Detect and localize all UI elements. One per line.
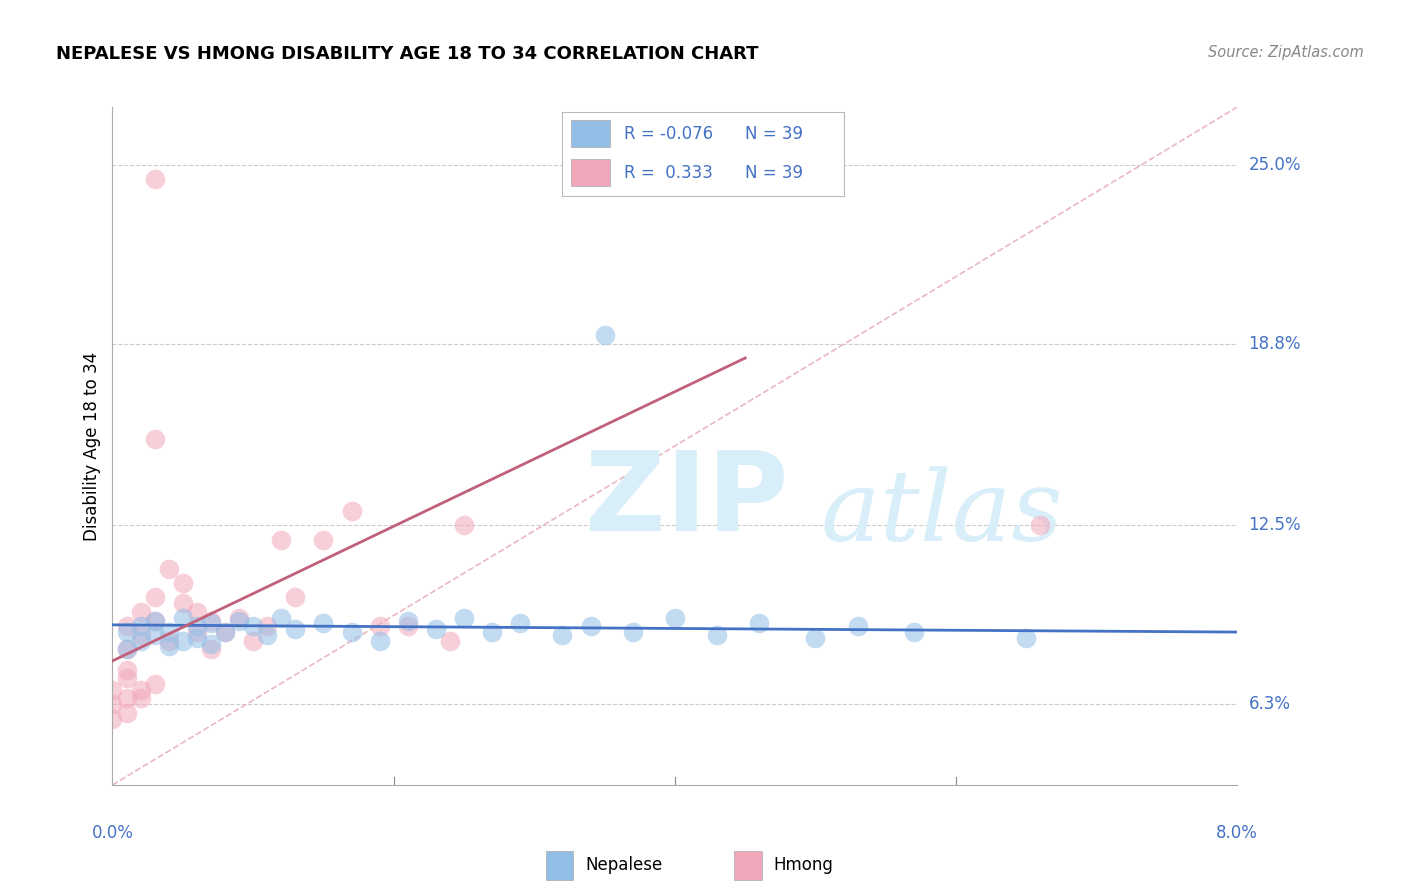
Text: Hmong: Hmong — [773, 856, 834, 874]
Point — [551, 628, 574, 642]
Text: 0.0%: 0.0% — [91, 824, 134, 842]
Point — [284, 591, 307, 605]
Text: 8.0%: 8.0% — [1216, 824, 1258, 842]
Point — [186, 625, 208, 640]
Point — [312, 616, 335, 631]
Point — [200, 642, 222, 657]
Point — [129, 605, 152, 619]
Text: Source: ZipAtlas.com: Source: ZipAtlas.com — [1208, 45, 1364, 60]
Point — [396, 619, 419, 633]
Point — [439, 633, 461, 648]
Point — [270, 533, 292, 547]
Point — [284, 622, 307, 636]
Point — [228, 610, 250, 624]
Point — [143, 432, 166, 446]
Point — [846, 619, 869, 633]
Point — [664, 610, 686, 624]
Point — [312, 533, 335, 547]
Point — [115, 671, 138, 685]
Point — [101, 697, 124, 711]
Point — [129, 682, 152, 697]
Text: 12.5%: 12.5% — [1249, 516, 1301, 534]
Point — [453, 518, 475, 533]
Text: 18.8%: 18.8% — [1249, 334, 1301, 352]
Point — [143, 628, 166, 642]
Point — [242, 633, 264, 648]
Point — [101, 682, 124, 697]
Point — [186, 619, 208, 633]
Point — [200, 614, 222, 628]
Point — [1015, 631, 1038, 645]
Point — [157, 640, 180, 654]
Point — [579, 619, 602, 633]
Y-axis label: Disability Age 18 to 34: Disability Age 18 to 34 — [83, 351, 101, 541]
Point — [115, 642, 138, 657]
Point — [453, 610, 475, 624]
Point — [270, 610, 292, 624]
Point — [368, 619, 391, 633]
Text: N = 39: N = 39 — [745, 125, 803, 143]
Point — [115, 642, 138, 657]
FancyBboxPatch shape — [571, 159, 610, 186]
Point — [481, 625, 503, 640]
Point — [115, 619, 138, 633]
Text: R =  0.333: R = 0.333 — [624, 163, 713, 181]
Point — [340, 504, 363, 518]
Point — [157, 625, 180, 640]
Point — [157, 633, 180, 648]
Point — [129, 633, 152, 648]
Point — [115, 625, 138, 640]
Point — [228, 614, 250, 628]
Point — [143, 172, 166, 186]
Point — [143, 614, 166, 628]
Point — [214, 625, 236, 640]
Point — [143, 677, 166, 691]
Point — [186, 631, 208, 645]
Point — [143, 614, 166, 628]
Text: ZIP: ZIP — [585, 447, 789, 554]
FancyBboxPatch shape — [571, 120, 610, 147]
Text: 25.0%: 25.0% — [1249, 156, 1301, 174]
Point — [903, 625, 925, 640]
Point — [157, 561, 180, 575]
Point — [143, 591, 166, 605]
Text: 6.3%: 6.3% — [1249, 695, 1291, 714]
Point — [748, 616, 770, 631]
Point — [621, 625, 644, 640]
Point — [186, 605, 208, 619]
Point — [172, 596, 194, 610]
Point — [200, 637, 222, 651]
Point — [172, 576, 194, 591]
Point — [706, 628, 728, 642]
Point — [129, 691, 152, 706]
Point — [115, 706, 138, 720]
Point — [115, 663, 138, 677]
Point — [129, 628, 152, 642]
Text: N = 39: N = 39 — [745, 163, 803, 181]
Point — [425, 622, 447, 636]
Point — [101, 712, 124, 726]
Point — [509, 616, 531, 631]
Point — [200, 616, 222, 631]
Point — [256, 628, 278, 642]
Point — [340, 625, 363, 640]
Point — [172, 633, 194, 648]
Point — [593, 327, 616, 342]
Point — [1029, 518, 1052, 533]
Text: NEPALESE VS HMONG DISABILITY AGE 18 TO 34 CORRELATION CHART: NEPALESE VS HMONG DISABILITY AGE 18 TO 3… — [56, 45, 759, 62]
Point — [214, 625, 236, 640]
Point — [256, 619, 278, 633]
Point — [129, 619, 152, 633]
Point — [172, 610, 194, 624]
Point — [804, 631, 827, 645]
Point — [368, 633, 391, 648]
FancyBboxPatch shape — [734, 851, 762, 880]
Text: R = -0.076: R = -0.076 — [624, 125, 713, 143]
FancyBboxPatch shape — [546, 851, 574, 880]
Point — [242, 619, 264, 633]
Point — [115, 691, 138, 706]
Point — [396, 614, 419, 628]
Text: Nepalese: Nepalese — [585, 856, 662, 874]
Text: atlas: atlas — [821, 467, 1064, 561]
